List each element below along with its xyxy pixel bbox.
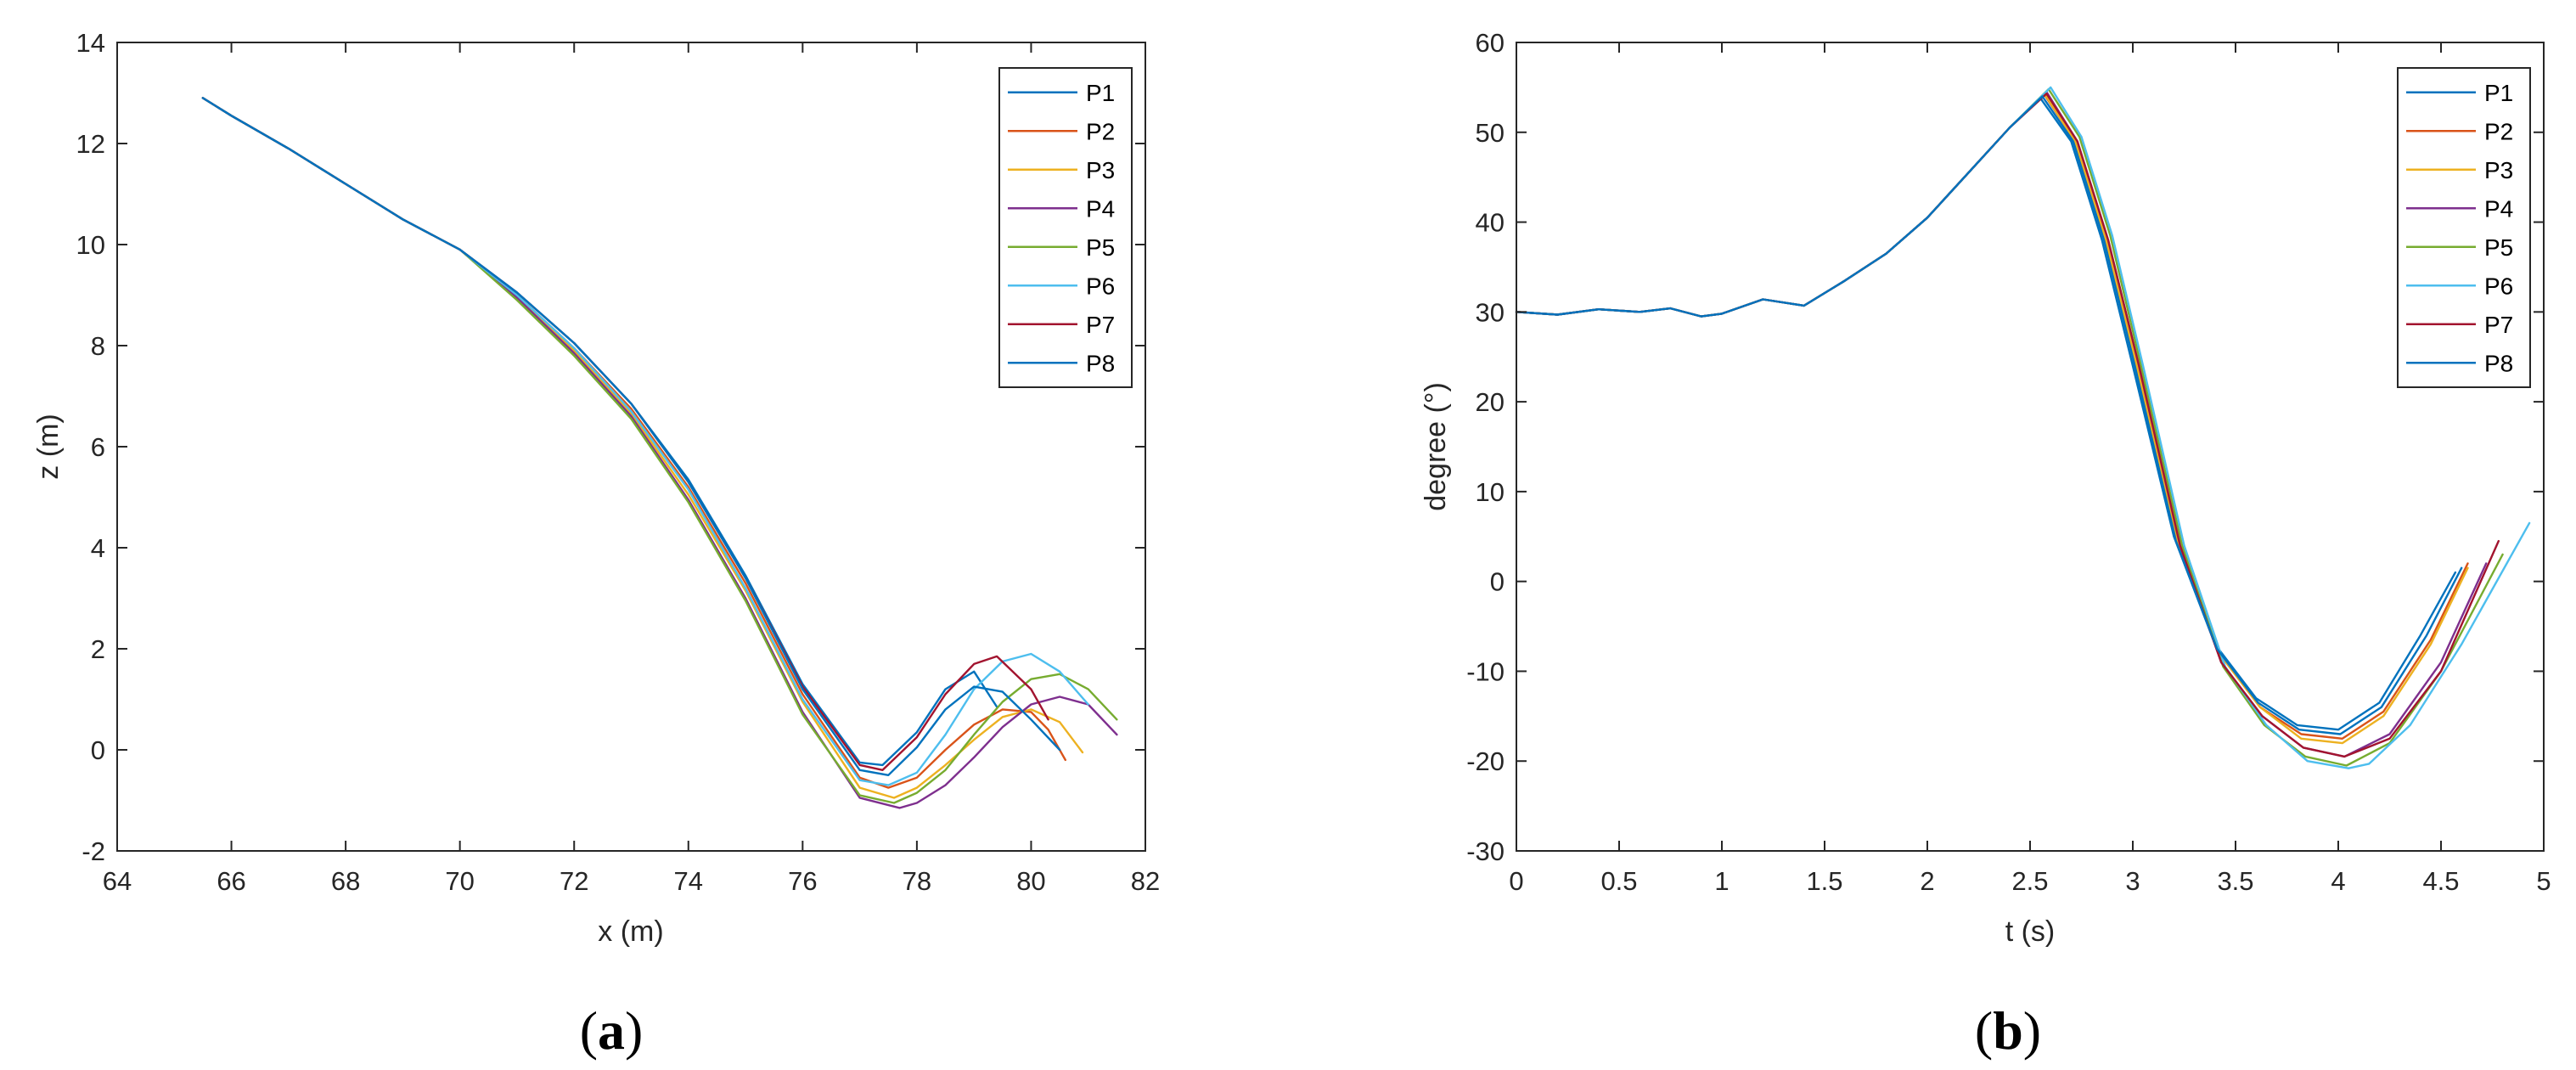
- chart-b-y-tick-label: 0: [1490, 567, 1505, 597]
- chart-b-x-tick-label: 0: [1509, 866, 1523, 896]
- chart-a-y-tick-label: 8: [91, 331, 105, 361]
- chart-b-x-tick-label: 1.5: [1806, 866, 1842, 896]
- chart-a-y-tick-label: 2: [91, 634, 105, 664]
- chart-a-x-ticks: 64 66 68 70 72 74 76 78 80 82: [103, 42, 1160, 896]
- chart-b-legend-label: P2: [2484, 118, 2513, 144]
- chart-a-legend-box: [998, 67, 1133, 388]
- chart-b-x-tick-label: 4: [2331, 866, 2345, 896]
- chart-a-y-label: z (m): [32, 414, 65, 479]
- chart-b-x-label: t (s): [2005, 915, 2056, 948]
- chart-b-legend-label: P1: [2484, 80, 2513, 106]
- chart-b-y-tick-label: -30: [1466, 836, 1505, 866]
- chart-a-y-ticks: -2 0 2 4 6 8 10 12 14: [76, 28, 1145, 866]
- chart-a-x-tick-label: 68: [331, 866, 360, 896]
- chart-a-x-tick-label: 70: [445, 866, 474, 896]
- chart-a-plot-area: [117, 42, 1145, 851]
- chart-b-legend-label: P6: [2484, 273, 2513, 299]
- chart-b-y-label: degree (°): [1420, 382, 1452, 511]
- chart-a-legend-label: P3: [1086, 157, 1115, 183]
- chart-a-series-line-p8: [201, 97, 1061, 776]
- chart-b-y-tick-label: 10: [1476, 477, 1505, 507]
- chart-a-x-tick-label: 82: [1131, 866, 1160, 896]
- chart-a-x-tick-label: 66: [217, 866, 245, 896]
- chart-b-y-tick-label: -20: [1466, 746, 1505, 776]
- chart-b-y-ticks: -30 -20 -10 0 10 20 30 40 50 60: [1466, 28, 2544, 866]
- chart-a-legend-label: P2: [1086, 118, 1115, 144]
- chart-b-legend-box: [2397, 67, 2531, 388]
- chart-a-x-tick-label: 74: [674, 866, 703, 896]
- chart-b-x-tick-label: 2.5: [2011, 866, 2048, 896]
- chart-b-x-tick-label: 3: [2125, 866, 2140, 896]
- chart-b-legend-label: P5: [2484, 234, 2513, 261]
- chart-a-x-label: x (m): [598, 915, 663, 948]
- panel-label-a: (a): [580, 1000, 644, 1061]
- chart-b-x-ticks: 0 0.5 1 1.5 2 2.5 3 3.5 4 4.5 5: [1509, 42, 2551, 896]
- chart-a-series: [201, 97, 1118, 809]
- chart-a-x-tick-label: 80: [1016, 866, 1045, 896]
- chart-b-series: [1515, 86, 2531, 769]
- chart-b-x-tick-label: 1: [1714, 866, 1729, 896]
- chart-b-y-tick-label: 50: [1476, 118, 1505, 148]
- chart-a-y-tick-label: 4: [91, 533, 105, 563]
- chart-a-y-tick-label: 14: [76, 28, 105, 58]
- chart-a-x-tick-label: 64: [103, 866, 132, 896]
- chart-b: 0 0.5 1 1.5 2 2.5 3 3.5 4 4.5 5 -30 -20 -10 0 10 20 30 40…: [1420, 28, 2551, 1061]
- chart-a-y-tick-label: -2: [82, 836, 105, 866]
- chart-b-y-tick-label: 20: [1476, 387, 1505, 417]
- chart-b-legend-label: P8: [2484, 350, 2513, 376]
- chart-b-series-line-p8: [1515, 95, 2463, 735]
- chart-a-legend-label: P6: [1086, 273, 1115, 299]
- chart-b-x-tick-label: 0.5: [1600, 866, 1637, 896]
- chart-b-legend-label: P3: [2484, 157, 2513, 183]
- chart-b-plot-area: [1516, 42, 2544, 851]
- chart-a-x-tick-label: 78: [903, 866, 931, 896]
- chart-a-x-tick-label: 76: [788, 866, 817, 896]
- chart-a-y-tick-label: 0: [91, 735, 105, 765]
- chart-b-y-tick-label: 40: [1476, 208, 1505, 238]
- chart-b-y-tick-label: 30: [1476, 297, 1505, 327]
- chart-b-legend: P1 P2 P3 P4 P5 P6 P7 P8: [2397, 67, 2531, 388]
- chart-a-legend-label: P4: [1086, 195, 1115, 222]
- chart-b-x-tick-label: 4.5: [2422, 866, 2459, 896]
- chart-b-x-tick-label: 2: [1920, 866, 1934, 896]
- chart-b-y-tick-label: -10: [1466, 656, 1505, 686]
- chart-a-legend-label: P7: [1086, 312, 1115, 338]
- chart-b-legend-label: P4: [2484, 195, 2513, 222]
- chart-b-x-tick-label: 3.5: [2217, 866, 2253, 896]
- chart-a-legend-label: P8: [1086, 350, 1115, 376]
- chart-a-legend: P1 P2 P3 P4 P5 P6 P7 P8: [998, 67, 1133, 388]
- chart-a-y-tick-label: 10: [76, 230, 105, 260]
- chart-a-legend-label: P5: [1086, 234, 1115, 261]
- chart-b-y-tick-label: 60: [1476, 28, 1505, 58]
- chart-a-y-tick-label: 12: [76, 129, 105, 159]
- panel-label-b: (b): [1975, 1000, 2041, 1061]
- chart-a-legend-label: P1: [1086, 80, 1115, 106]
- chart-a-y-tick-label: 6: [91, 432, 105, 462]
- chart-b-x-tick-label: 5: [2536, 866, 2551, 896]
- chart-b-legend-label: P7: [2484, 312, 2513, 338]
- chart-a-x-tick-label: 72: [560, 866, 588, 896]
